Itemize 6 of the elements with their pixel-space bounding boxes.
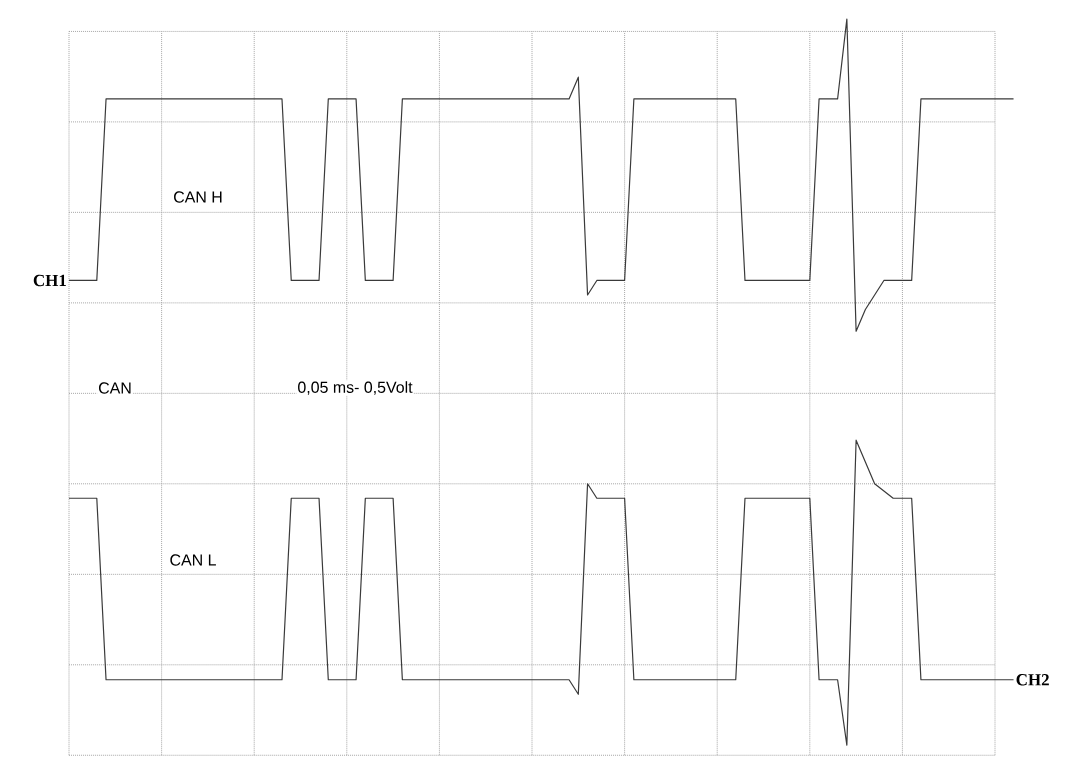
annotation: CAN L [170,554,216,566]
annotation: CAN [98,382,131,394]
series-label: CH2 [1016,674,1049,686]
series-label: CH1 [33,274,66,287]
annotation: CAN H [174,191,222,203]
annotation: 0,05 ms- 0,5Volt [298,381,413,395]
